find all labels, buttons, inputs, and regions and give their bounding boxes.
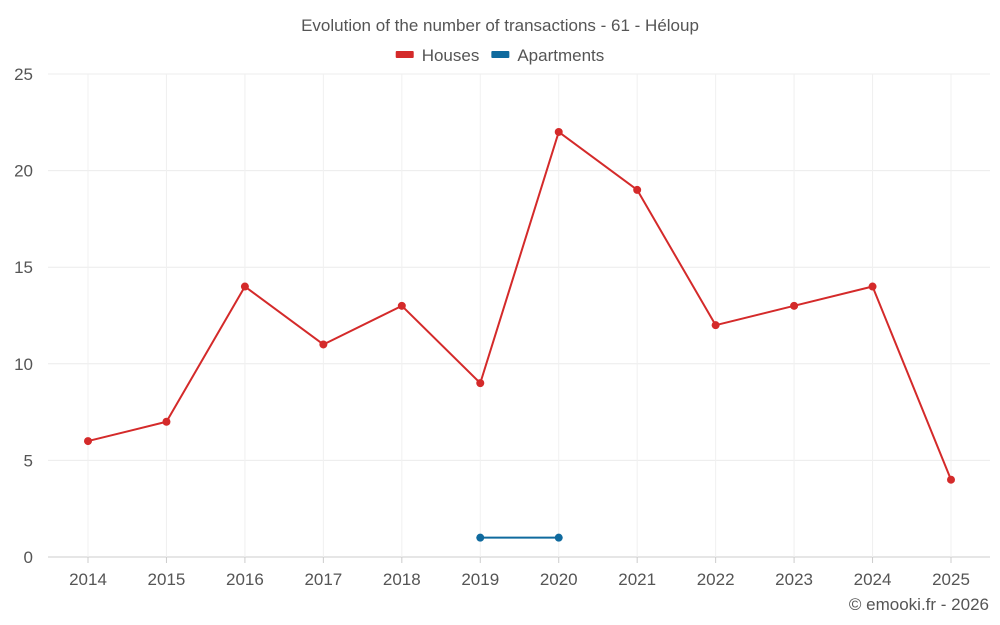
legend-label-apartments: Apartments (517, 46, 604, 65)
data-point-houses[interactable] (476, 379, 485, 388)
y-tick-label: 10 (14, 355, 33, 374)
data-point-apartments[interactable] (554, 533, 563, 542)
data-point-houses[interactable] (868, 282, 877, 291)
data-point-houses[interactable] (240, 282, 249, 291)
series-apartments (476, 533, 563, 542)
data-point-houses[interactable] (319, 340, 328, 349)
series-houses (84, 127, 955, 484)
y-tick-label: 25 (14, 65, 33, 84)
legend-swatch-houses[interactable] (395, 51, 414, 58)
y-tick-label: 15 (14, 258, 33, 277)
x-tick-label: 2016 (226, 570, 264, 589)
y-tick-label: 0 (24, 548, 33, 567)
x-tick-label: 2017 (304, 570, 342, 589)
grid (48, 73, 990, 558)
data-point-houses[interactable] (711, 321, 720, 330)
x-tick-label: 2018 (383, 570, 421, 589)
data-point-houses[interactable] (397, 301, 406, 310)
x-tick-label: 2020 (540, 570, 578, 589)
series-line-houses (87, 130, 952, 481)
x-tick-label: 2024 (854, 570, 892, 589)
data-point-houses[interactable] (947, 475, 955, 484)
data-point-houses[interactable] (554, 127, 563, 136)
legend-label-houses: Houses (422, 46, 480, 65)
legend[interactable]: Houses Apartments (395, 46, 605, 65)
data-point-apartments[interactable] (476, 533, 485, 542)
x-tick-label: 2014 (69, 570, 107, 589)
series-layer (84, 127, 955, 542)
x-tick-label: 2023 (775, 570, 813, 589)
legend-swatch-apartments[interactable] (491, 51, 510, 58)
footer-credit: © emooki.fr - 2026 (849, 595, 989, 614)
x-tick-label: 2015 (148, 570, 186, 589)
y-tick-label: 5 (24, 451, 33, 470)
chart-title: Evolution of the number of transactions … (301, 16, 699, 35)
x-tick-label: 2022 (697, 570, 735, 589)
data-point-houses[interactable] (633, 185, 642, 194)
data-point-houses[interactable] (790, 301, 799, 310)
data-point-houses[interactable] (84, 437, 92, 446)
data-point-houses[interactable] (162, 417, 171, 426)
x-tick-label: 2019 (461, 570, 499, 589)
y-tick-label: 20 (14, 162, 33, 181)
x-tick-label: 2025 (932, 570, 970, 589)
x-tick-label: 2021 (618, 570, 656, 589)
